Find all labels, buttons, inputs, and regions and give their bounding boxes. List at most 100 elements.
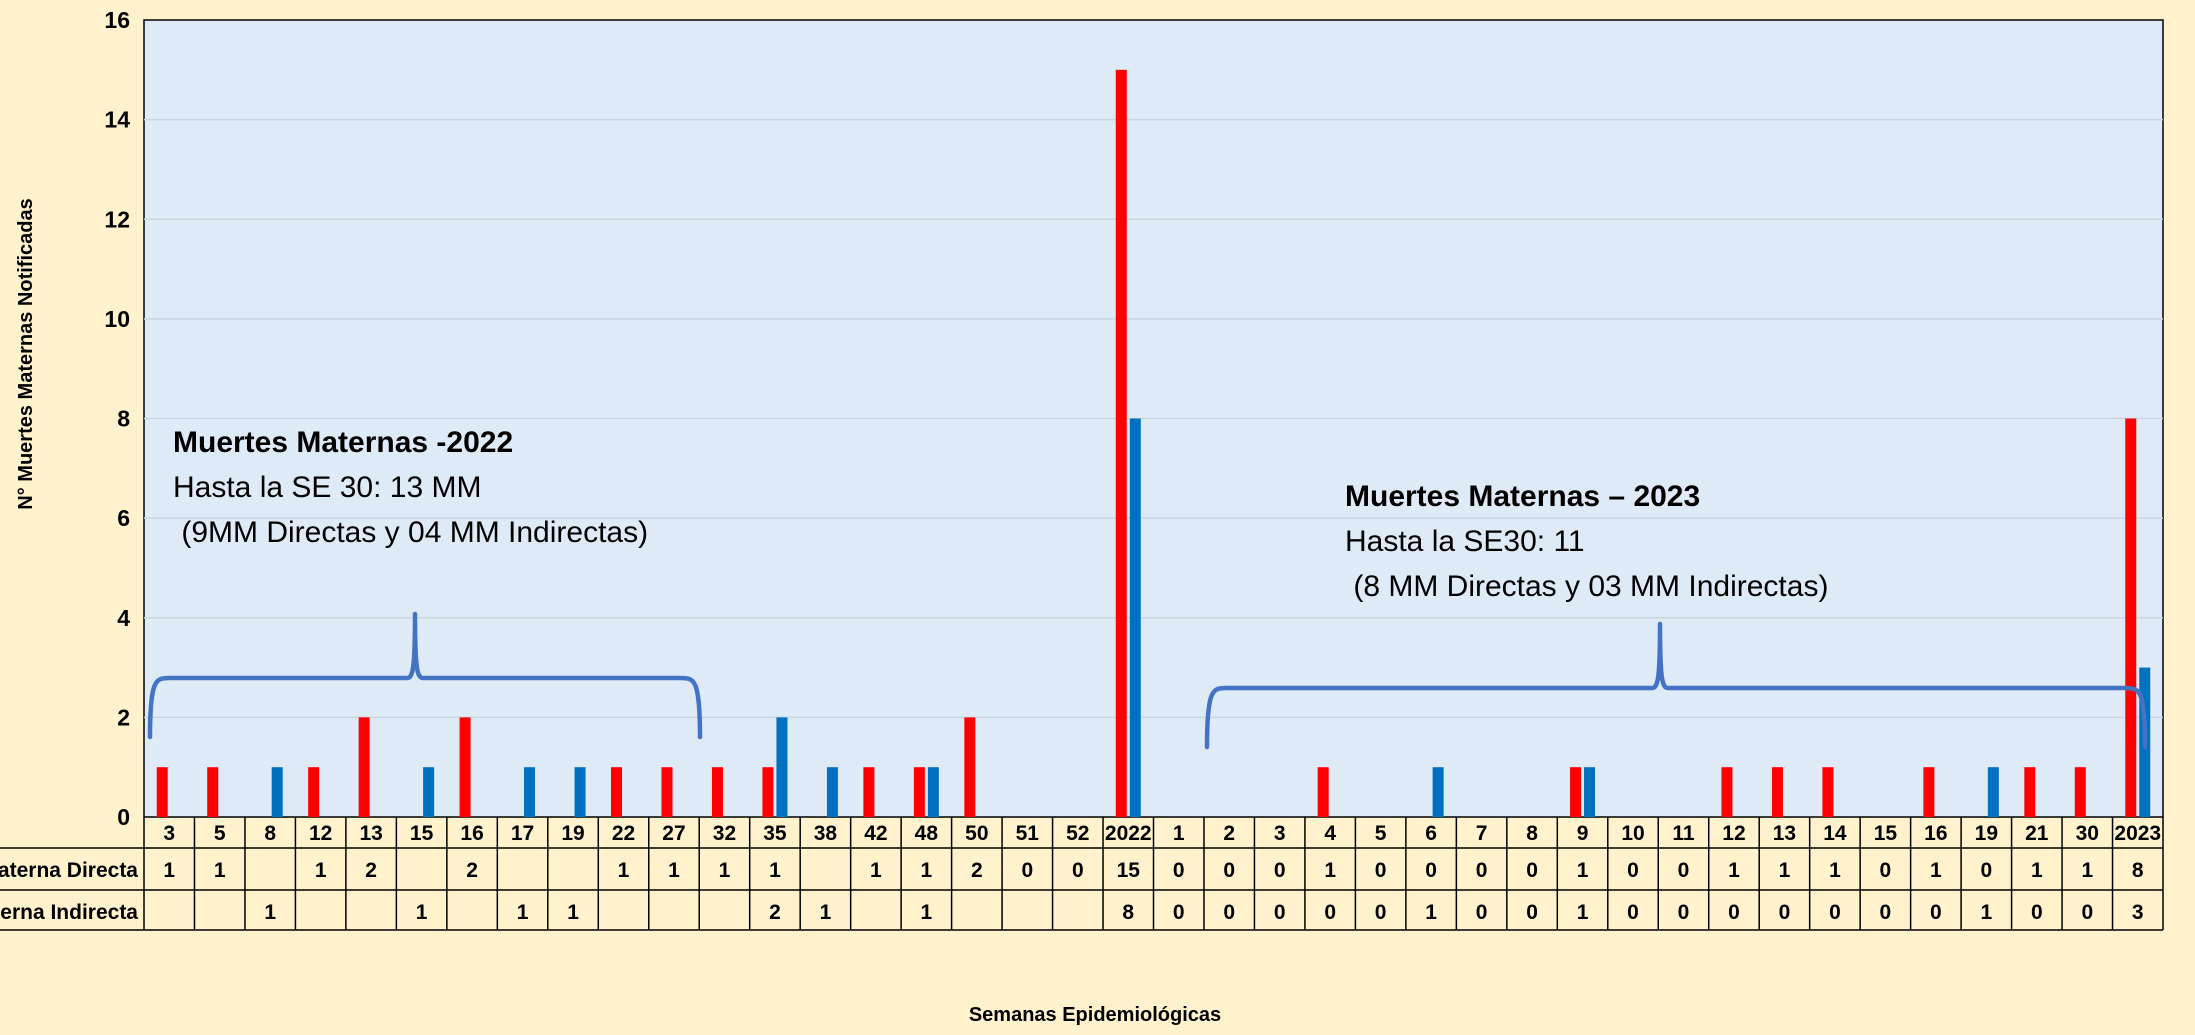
cell-directa: 8 bbox=[2132, 859, 2144, 882]
bar-indirecta bbox=[271, 767, 283, 817]
annotation-2023: Muertes Maternas – 2023 Hasta la SE30: 1… bbox=[1345, 480, 1828, 603]
bar-directa bbox=[1317, 767, 1329, 817]
cell-indirecta: 0 bbox=[2031, 901, 2043, 924]
cell-directa: 1 bbox=[2081, 859, 2093, 882]
category-label: 22 bbox=[612, 822, 635, 845]
cell-indirecta: 0 bbox=[1173, 901, 1185, 924]
cell-directa: 1 bbox=[1324, 859, 1336, 882]
cell-indirecta: 0 bbox=[1375, 901, 1387, 924]
bar-directa bbox=[2024, 767, 2036, 817]
category-label: 17 bbox=[511, 822, 534, 845]
cell-indirecta: 0 bbox=[2081, 901, 2093, 924]
category-label: 51 bbox=[1016, 822, 1040, 845]
bar-directa bbox=[459, 717, 471, 817]
bar-indirecta bbox=[826, 767, 838, 817]
row-label-directa: Muerte Materna Directa bbox=[0, 859, 138, 882]
cell-directa: 0 bbox=[1223, 859, 1235, 882]
bar-directa bbox=[611, 767, 623, 817]
cell-directa: 0 bbox=[1173, 859, 1185, 882]
bar-directa bbox=[1115, 69, 1127, 817]
y-tick-label: 16 bbox=[104, 7, 130, 33]
cell-directa: 1 bbox=[1829, 859, 1841, 882]
y-tick-label: 6 bbox=[117, 505, 130, 531]
y-tick-label: 8 bbox=[117, 406, 130, 432]
cell-directa: 1 bbox=[163, 859, 175, 882]
cell-indirecta: 0 bbox=[1779, 901, 1791, 924]
bar-directa bbox=[913, 767, 925, 817]
bar-directa bbox=[1771, 767, 1783, 817]
cell-indirecta: 8 bbox=[1122, 901, 1134, 924]
category-label: 38 bbox=[814, 822, 838, 845]
category-label: 15 bbox=[1874, 822, 1898, 845]
category-label: 6 bbox=[1425, 822, 1437, 845]
category-label: 50 bbox=[965, 822, 988, 845]
cell-directa: 1 bbox=[214, 859, 226, 882]
bar-directa bbox=[863, 767, 875, 817]
category-label: 16 bbox=[1924, 822, 1947, 845]
bar-indirecta bbox=[423, 767, 435, 817]
cell-directa: 1 bbox=[769, 859, 781, 882]
category-label: 21 bbox=[2025, 822, 2049, 845]
cell-indirecta: 1 bbox=[416, 901, 428, 924]
y-tick-label: 4 bbox=[117, 605, 130, 631]
bar-indirecta bbox=[1584, 767, 1596, 817]
cell-directa: 0 bbox=[1476, 859, 1488, 882]
category-label: 16 bbox=[460, 822, 483, 845]
bar-indirecta bbox=[776, 717, 788, 817]
annotation-2022-line-2: (9MM Directas y 04 MM Indirectas) bbox=[173, 516, 648, 549]
cell-directa: 1 bbox=[668, 859, 680, 882]
y-tick-label: 10 bbox=[104, 306, 130, 332]
category-label: 12 bbox=[309, 822, 332, 845]
cell-directa: 2 bbox=[466, 859, 478, 882]
cell-directa: 0 bbox=[1072, 859, 1084, 882]
brace-2022 bbox=[147, 611, 703, 740]
cell-indirecta: 0 bbox=[1476, 901, 1488, 924]
category-label: 5 bbox=[1375, 822, 1387, 845]
y-tick-label: 2 bbox=[117, 704, 130, 730]
bar-directa bbox=[207, 767, 219, 817]
cell-directa: 0 bbox=[1526, 859, 1538, 882]
cell-indirecta: 3 bbox=[2132, 901, 2144, 924]
bar-directa bbox=[308, 767, 320, 817]
cell-directa: 0 bbox=[1627, 859, 1639, 882]
x-axis-title: Semanas Epidemiológicas bbox=[969, 1004, 1221, 1026]
cell-indirecta: 0 bbox=[1526, 901, 1538, 924]
bar-indirecta bbox=[574, 767, 586, 817]
cell-directa: 1 bbox=[1930, 859, 1942, 882]
cell-directa: 0 bbox=[1375, 859, 1387, 882]
cell-indirecta: 0 bbox=[1324, 901, 1336, 924]
category-label: 8 bbox=[264, 822, 276, 845]
bar-directa bbox=[711, 767, 723, 817]
cell-directa: 0 bbox=[1425, 859, 1437, 882]
cell-directa: 1 bbox=[315, 859, 327, 882]
category-label: 15 bbox=[410, 822, 434, 845]
cell-indirecta: 0 bbox=[1728, 901, 1740, 924]
category-label: 27 bbox=[662, 822, 685, 845]
cell-directa: 2 bbox=[971, 859, 983, 882]
cell-directa: 0 bbox=[1678, 859, 1690, 882]
category-label: 42 bbox=[864, 822, 887, 845]
annotation-2022: Muertes Maternas -2022 Hasta la SE 30: 1… bbox=[173, 426, 648, 549]
y-axis-title: N° Muertes Maternas Notificadas bbox=[15, 198, 37, 509]
category-label: 10 bbox=[1621, 822, 1644, 845]
category-label: 13 bbox=[359, 822, 382, 845]
bar-indirecta bbox=[524, 767, 536, 817]
cell-indirecta: 1 bbox=[1577, 901, 1589, 924]
cell-directa: 1 bbox=[921, 859, 933, 882]
category-label: 1 bbox=[1173, 822, 1185, 845]
cell-indirecta: 0 bbox=[1223, 901, 1235, 924]
bar-directa bbox=[1822, 767, 1834, 817]
cell-directa: 15 bbox=[1117, 859, 1141, 882]
category-label: 30 bbox=[2076, 822, 2099, 845]
category-label: 3 bbox=[163, 822, 175, 845]
bar-directa bbox=[358, 717, 370, 817]
category-label: 7 bbox=[1476, 822, 1488, 845]
category-label: 35 bbox=[763, 822, 787, 845]
bar-directa bbox=[156, 767, 168, 817]
cell-indirecta: 0 bbox=[1627, 901, 1639, 924]
bar-indirecta bbox=[1432, 767, 1444, 817]
bars bbox=[156, 69, 2151, 817]
category-label: 13 bbox=[1773, 822, 1796, 845]
cell-directa: 1 bbox=[2031, 859, 2043, 882]
